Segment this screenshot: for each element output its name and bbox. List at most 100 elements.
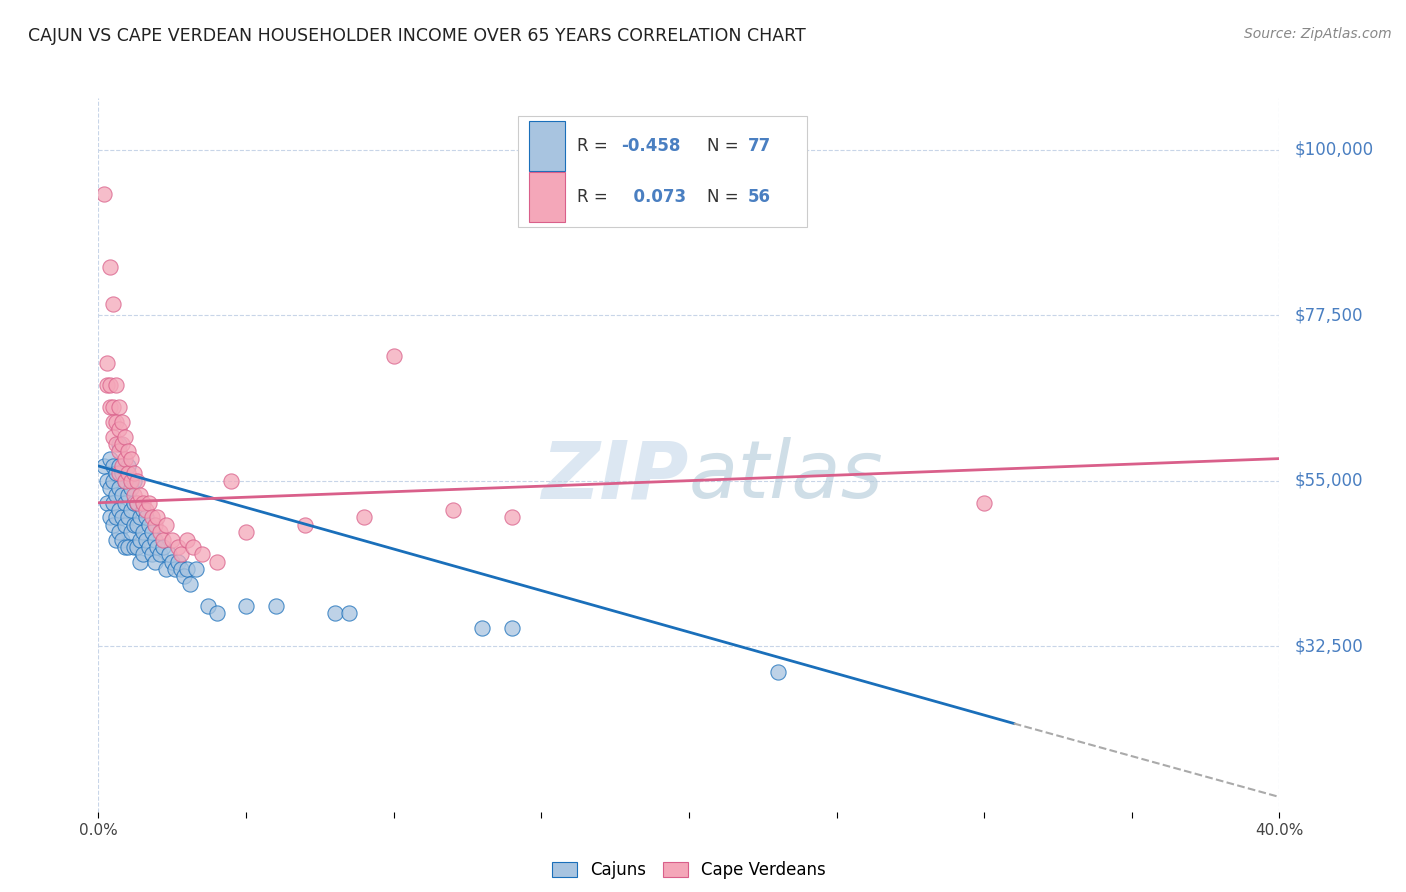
Point bbox=[176, 562, 198, 576]
Point bbox=[105, 510, 128, 524]
Point bbox=[128, 510, 150, 524]
Point bbox=[149, 525, 172, 540]
Point bbox=[135, 503, 157, 517]
Point bbox=[382, 349, 405, 363]
Point bbox=[162, 555, 183, 569]
Point bbox=[111, 467, 134, 481]
Bar bbox=[530, 121, 565, 171]
Point bbox=[122, 467, 145, 481]
Text: 77: 77 bbox=[748, 137, 772, 155]
Point bbox=[766, 665, 789, 679]
Point bbox=[98, 260, 121, 275]
Point bbox=[117, 458, 139, 473]
Point bbox=[235, 599, 257, 613]
Point bbox=[197, 599, 219, 613]
Point bbox=[135, 533, 157, 547]
Legend: Cajuns, Cape Verdeans: Cajuns, Cape Verdeans bbox=[546, 855, 832, 886]
Point bbox=[294, 517, 316, 532]
Point bbox=[170, 562, 193, 576]
Point bbox=[155, 517, 177, 532]
Point bbox=[152, 540, 174, 554]
Point bbox=[152, 533, 174, 547]
Point bbox=[98, 400, 121, 414]
Point bbox=[973, 496, 995, 510]
Point bbox=[155, 562, 177, 576]
Point bbox=[132, 525, 155, 540]
Point bbox=[93, 186, 115, 201]
Point bbox=[122, 488, 145, 502]
Text: $77,500: $77,500 bbox=[1294, 306, 1362, 324]
Point bbox=[128, 488, 150, 502]
Text: CAJUN VS CAPE VERDEAN HOUSEHOLDER INCOME OVER 65 YEARS CORRELATION CHART: CAJUN VS CAPE VERDEAN HOUSEHOLDER INCOME… bbox=[28, 27, 806, 45]
Point bbox=[105, 415, 128, 429]
Point bbox=[170, 547, 193, 561]
Point bbox=[108, 481, 131, 495]
Point bbox=[165, 562, 187, 576]
Point bbox=[105, 378, 128, 392]
Point bbox=[108, 422, 131, 436]
Point bbox=[96, 474, 118, 488]
Point bbox=[96, 496, 118, 510]
Point bbox=[108, 525, 131, 540]
Text: ZIP: ZIP bbox=[541, 437, 689, 516]
Point bbox=[264, 599, 287, 613]
Point bbox=[117, 488, 139, 502]
Point bbox=[120, 451, 142, 466]
Point bbox=[181, 540, 204, 554]
Point bbox=[103, 458, 125, 473]
Point bbox=[146, 510, 169, 524]
Point bbox=[103, 429, 125, 443]
Point bbox=[114, 474, 136, 488]
Point bbox=[114, 451, 136, 466]
Point bbox=[111, 488, 134, 502]
Point bbox=[114, 496, 136, 510]
Text: R =: R = bbox=[576, 187, 613, 205]
Point bbox=[125, 496, 148, 510]
Point bbox=[501, 621, 523, 635]
FancyBboxPatch shape bbox=[517, 116, 807, 227]
Point bbox=[122, 496, 145, 510]
Point bbox=[108, 400, 131, 414]
Text: R =: R = bbox=[576, 137, 613, 155]
Point bbox=[111, 415, 134, 429]
Point bbox=[114, 474, 136, 488]
Point bbox=[111, 510, 134, 524]
Point bbox=[125, 540, 148, 554]
Text: $32,500: $32,500 bbox=[1294, 637, 1362, 656]
Point bbox=[167, 540, 190, 554]
Point bbox=[353, 510, 375, 524]
Point bbox=[111, 437, 134, 451]
Point bbox=[103, 496, 125, 510]
Point bbox=[120, 474, 142, 488]
Point bbox=[117, 444, 139, 458]
Point bbox=[135, 510, 157, 524]
Point bbox=[108, 444, 131, 458]
Point bbox=[179, 576, 201, 591]
Point bbox=[105, 488, 128, 502]
Point bbox=[120, 503, 142, 517]
Point bbox=[103, 517, 125, 532]
Point bbox=[105, 467, 128, 481]
Point bbox=[125, 517, 148, 532]
Text: atlas: atlas bbox=[689, 437, 884, 516]
Point bbox=[132, 547, 155, 561]
Point bbox=[138, 540, 160, 554]
Point bbox=[471, 621, 494, 635]
Point bbox=[125, 474, 148, 488]
Point bbox=[117, 510, 139, 524]
Point bbox=[138, 517, 160, 532]
Point bbox=[103, 297, 125, 311]
Point bbox=[441, 503, 464, 517]
Point bbox=[98, 378, 121, 392]
Point bbox=[323, 606, 346, 620]
Point bbox=[114, 429, 136, 443]
Point bbox=[205, 606, 228, 620]
Point bbox=[141, 510, 163, 524]
Point bbox=[205, 555, 228, 569]
Point bbox=[167, 555, 190, 569]
Point bbox=[105, 437, 128, 451]
Point bbox=[235, 525, 257, 540]
Point bbox=[114, 517, 136, 532]
Point bbox=[176, 533, 198, 547]
Point bbox=[191, 547, 214, 561]
